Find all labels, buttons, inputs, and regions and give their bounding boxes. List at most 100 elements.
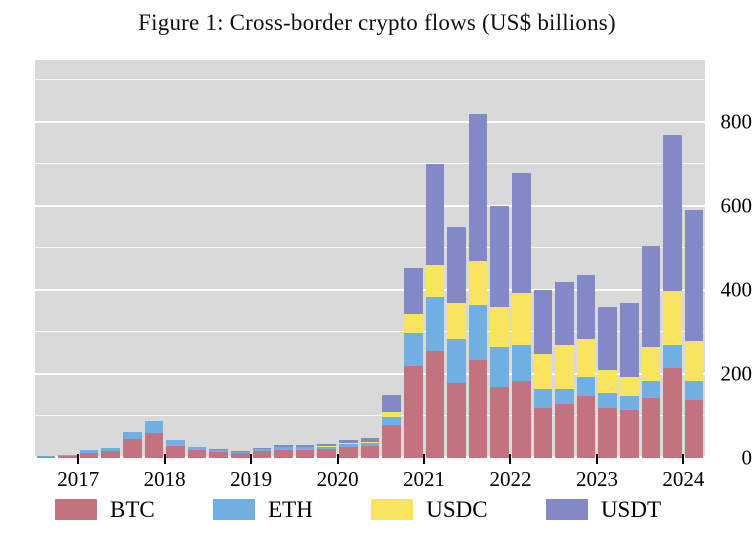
bar-segment-usdt — [555, 281, 574, 346]
bar-segment-eth — [209, 449, 228, 452]
gridline-minor — [35, 79, 705, 81]
bar-segment-usdc — [403, 313, 423, 333]
gridline-major — [35, 121, 705, 124]
bar-segment-btc — [166, 445, 185, 458]
bar-segment-eth — [468, 304, 488, 360]
legend-label: ETH — [268, 497, 313, 522]
bar-segment-btc — [641, 397, 661, 458]
bar-segment-eth — [295, 446, 315, 450]
bar-segment-usdt — [360, 437, 380, 442]
bar-segment-eth — [620, 395, 639, 411]
bar-segment-usdt — [447, 227, 466, 304]
bar-segment-usdc — [576, 338, 596, 377]
x-tick-mark — [509, 454, 512, 464]
bar-segment-btc — [533, 407, 553, 458]
legend-label: USDC — [426, 497, 488, 522]
bar-segment-btc — [512, 380, 531, 458]
legend-swatch-usdc — [371, 499, 414, 520]
bar-segment-usdt — [533, 290, 553, 354]
x-tick-mark — [423, 454, 426, 464]
x-tick-mark — [77, 454, 80, 464]
x-tick-label: 2023 — [575, 467, 618, 491]
bar-segment-btc — [684, 399, 704, 458]
bar-segment-btc — [58, 455, 77, 458]
bar-segment-usdc — [598, 369, 618, 394]
x-tick-label: 2020 — [316, 467, 359, 491]
bar-segment-eth — [598, 392, 618, 409]
bar-segment-eth — [317, 446, 337, 450]
bar-segment-usdc — [555, 344, 574, 390]
bar-segment-btc — [468, 359, 488, 458]
bar-segment-usdt — [274, 445, 293, 448]
x-tick-label: 2019 — [230, 467, 273, 491]
bar-segment-btc — [252, 450, 272, 458]
bar-segment-usdc — [663, 290, 682, 346]
bar-segment-btc — [317, 448, 337, 458]
x-tick-mark — [595, 454, 598, 464]
bar-segment-btc — [360, 445, 380, 458]
gridline-major — [35, 373, 705, 376]
bar-segment-usdc — [360, 441, 380, 443]
bar-segment-usdc — [620, 376, 639, 396]
bar-segment-usdc — [382, 411, 401, 417]
bar-segment-usdc — [490, 306, 509, 348]
bar-segment-btc — [382, 424, 401, 458]
legend-item-usdc: USDC — [371, 497, 488, 522]
x-tick-label: 2018 — [143, 467, 186, 491]
legend-item-usdt: USDT — [545, 497, 661, 522]
x-tick-mark — [336, 454, 339, 464]
x-tick-label: 2022 — [489, 467, 532, 491]
bar-segment-usdt — [425, 164, 445, 266]
bar-segment-btc — [576, 395, 596, 458]
bar-segment-btc — [79, 452, 99, 458]
bar-segment-eth — [339, 443, 358, 447]
bar-segment-eth — [684, 380, 704, 400]
bar-segment-btc — [187, 449, 207, 458]
gridline-minor — [35, 163, 705, 165]
bar-segment-eth — [403, 332, 423, 367]
bar-segment-btc — [339, 446, 358, 458]
bar-segment-usdc — [447, 302, 466, 339]
bar-segment-usdt — [231, 450, 250, 452]
bar-segment-eth — [533, 388, 553, 409]
bar-segment-usdt — [684, 210, 704, 341]
gridline-minor — [35, 331, 705, 333]
legend-label: USDT — [600, 497, 661, 522]
y-tick-label: 200 — [720, 361, 753, 386]
legend-swatch-usdt — [545, 499, 588, 520]
bar-segment-eth — [144, 421, 164, 434]
bar-segment-usdt — [382, 395, 401, 413]
legend-label: BTC — [110, 497, 155, 522]
bar-segment-usdt — [576, 275, 596, 339]
bar-segment-eth — [231, 451, 250, 454]
bar-segment-btc — [490, 386, 509, 458]
bar-segment-usdt — [663, 134, 682, 291]
bar-segment-usdt — [512, 172, 531, 293]
x-tick-mark — [682, 454, 685, 464]
bar-segment-usdc — [468, 260, 488, 306]
bar-segment-eth — [663, 344, 682, 369]
bar-segment-usdt — [468, 113, 488, 262]
y-tick-label: 800 — [720, 109, 753, 134]
legend-swatch-btc — [55, 499, 97, 520]
bar-segment-usdc — [641, 346, 661, 381]
bar-segment-usdt — [641, 246, 661, 348]
bar-segment-usdt — [598, 306, 618, 371]
bar-segment-usdt — [620, 302, 639, 377]
bar-segment-eth — [274, 446, 293, 450]
bar-segment-usdc — [684, 340, 704, 381]
bar-segment-usdt — [209, 448, 228, 450]
bar-segment-usdt — [295, 445, 315, 447]
bar-segment-btc — [663, 367, 682, 458]
chart-title: Figure 1: Cross-border crypto flows (US$… — [138, 10, 616, 35]
bar-segment-eth — [490, 346, 509, 388]
bar-segment-btc — [447, 382, 466, 458]
bar-segment-eth — [382, 416, 401, 425]
bar-segment-eth — [447, 338, 466, 383]
y-tick-label: 600 — [720, 193, 753, 218]
legend-item-eth: ETH — [213, 498, 313, 521]
bar-segment-usdt — [403, 268, 423, 314]
bar-segment-eth — [555, 388, 574, 404]
bar-segment-eth — [641, 380, 661, 398]
plot-panel — [35, 60, 705, 458]
